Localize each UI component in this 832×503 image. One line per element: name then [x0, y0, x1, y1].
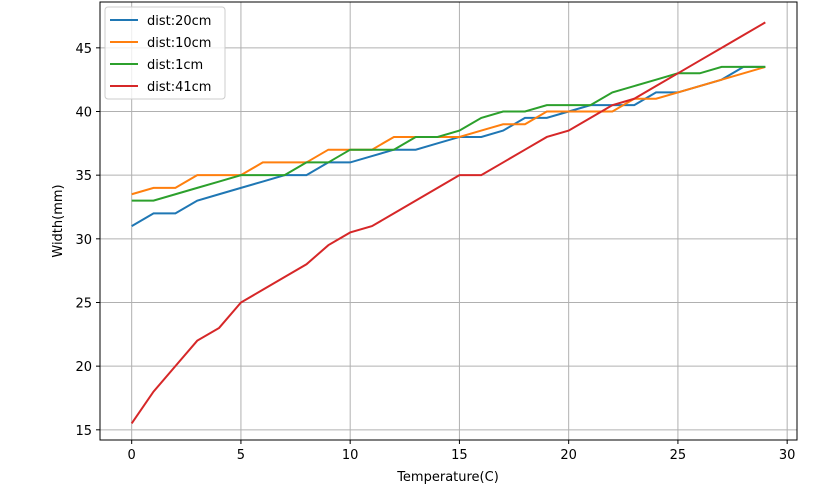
y-tick-label: 30 [75, 233, 92, 248]
x-tick-label: 30 [779, 448, 796, 463]
legend-label: dist:10cm [147, 36, 211, 51]
y-tick-label: 15 [75, 424, 92, 439]
y-axis-label: Width(mm) [51, 184, 66, 257]
legend: dist:20cm dist:10cm dist:1cm dist:41cm [104, 6, 226, 100]
series-line-dist-41cm [130, 21, 766, 425]
series-lines [130, 21, 766, 425]
x-tick-label: 0 [128, 448, 136, 463]
axes-frame [99, 1, 798, 441]
legend-label: dist:41cm [147, 80, 211, 95]
x-tick-label: 15 [451, 448, 468, 463]
y-tick-label: 35 [75, 169, 92, 184]
x-tick-label: 5 [237, 448, 245, 463]
series-line-dist-20cm [131, 65, 766, 227]
x-tick-label: 20 [560, 448, 577, 463]
x-tick-label: 10 [342, 448, 359, 463]
legend-box [104, 6, 226, 100]
x-tick-label: 25 [670, 448, 687, 463]
x-axis-label: Temperature(C) [396, 470, 499, 485]
series-line-dist-1cm [131, 65, 766, 202]
legend-label: dist:20cm [147, 14, 211, 29]
y-tick-label: 20 [75, 360, 92, 375]
y-tick-label: 25 [75, 296, 92, 311]
y-tick-label: 40 [75, 106, 92, 121]
ticks: 0 5 10 15 20 25 30 15 20 25 30 35 40 45 [75, 42, 795, 463]
legend-label: dist:1cm [147, 58, 203, 73]
series-line-dist-10cm [131, 65, 766, 196]
y-tick-label: 45 [75, 42, 92, 57]
